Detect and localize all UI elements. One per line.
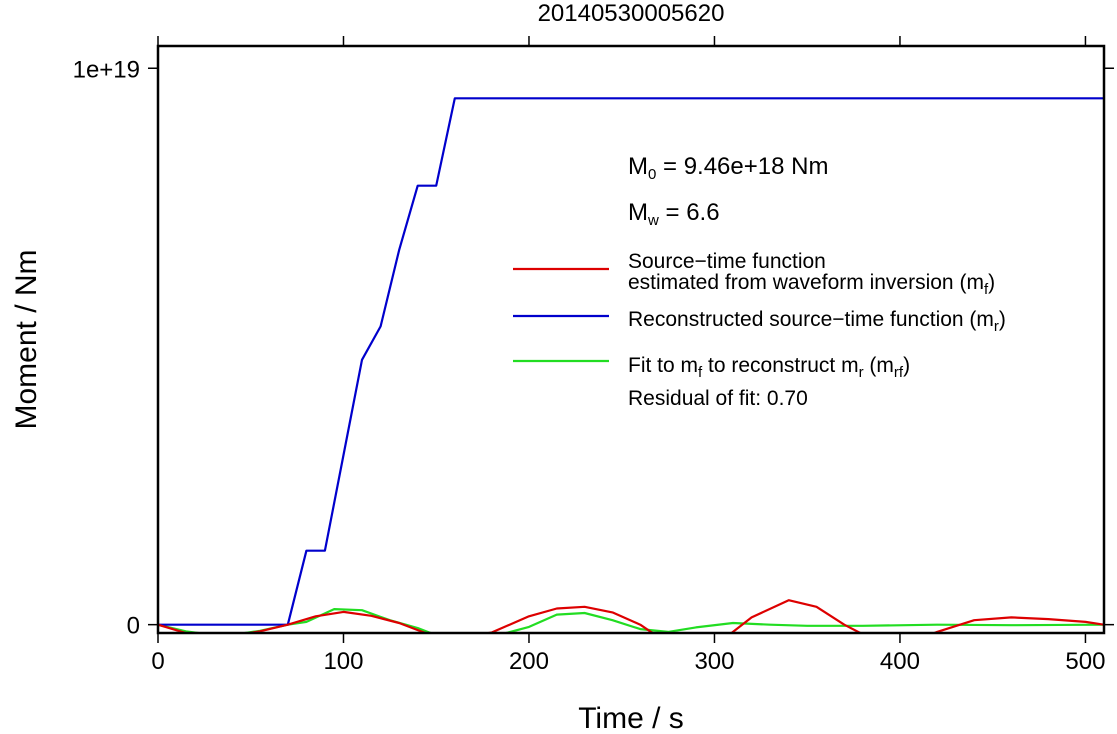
series-layer	[158, 97, 1104, 633]
y-tick-label: 0	[127, 613, 140, 640]
x-tick-label: 100	[323, 648, 363, 675]
y-tick-label: 1e+19	[73, 56, 140, 83]
x-tick-label: 0	[151, 648, 164, 675]
mw-annotation: Mw = 6.6	[628, 199, 720, 229]
series-line-0	[158, 97, 1104, 626]
x-axis-title: Time / s	[578, 702, 684, 734]
x-tick-label: 400	[880, 648, 920, 675]
chart-title: 20140530005620	[538, 0, 725, 27]
legend-label: Source−time function	[628, 250, 826, 273]
legend-label: Reconstructed source−time function (mr)	[628, 308, 1006, 335]
legend-label: estimated from waveform inversion (mf)	[628, 271, 995, 298]
plot-frame	[156, 44, 1106, 635]
x-tick-label: 500	[1065, 648, 1105, 675]
x-tick-label: 300	[694, 648, 734, 675]
y-axis-title: Moment / Nm	[10, 249, 43, 429]
x-tick-label: 200	[509, 648, 549, 675]
legend-label: Fit to mf to reconstruct mr (mrf)	[628, 354, 910, 381]
tick-layer: 0 100 200 300 400 500 0 1e+19	[73, 36, 1114, 675]
residual-text: Residual of fit: 0.70	[628, 387, 808, 410]
series-line-1	[158, 599, 1104, 633]
m0-annotation: M0 = 9.46e+18 Nm	[628, 153, 828, 183]
